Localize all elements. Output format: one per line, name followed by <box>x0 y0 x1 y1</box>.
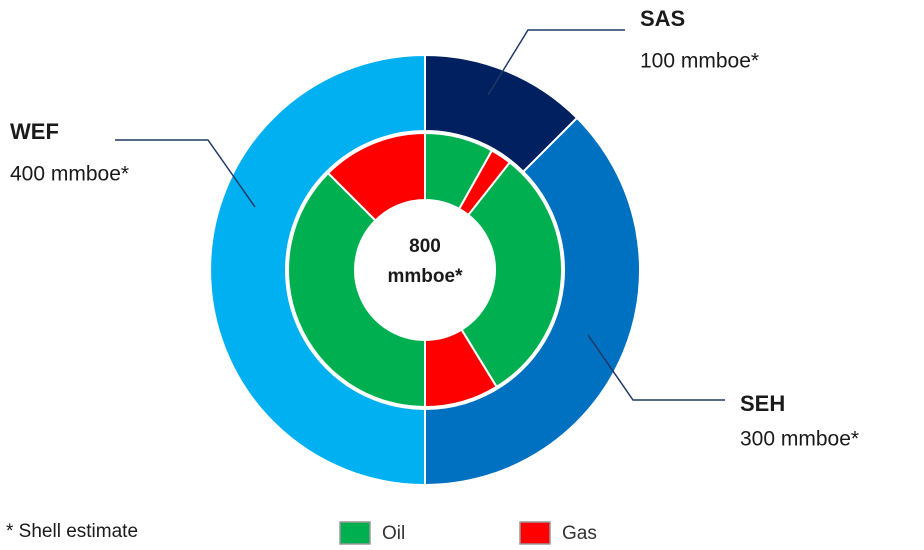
legend-swatch <box>519 521 551 545</box>
category-label: SAS <box>640 6 685 31</box>
outer-slice <box>424 116 641 487</box>
category-label: SEH <box>740 391 785 416</box>
value-label: 300 mmboe* <box>740 428 859 451</box>
leader-line <box>115 139 256 208</box>
outer-slice <box>209 53 426 487</box>
value-label: 400 mmboe* <box>10 163 129 186</box>
inner-slice <box>287 171 426 409</box>
leader-line <box>587 334 725 401</box>
legend-label: Oil <box>382 523 405 544</box>
center-label: 800 <box>409 236 441 257</box>
inner-slice <box>326 131 426 222</box>
legend-swatch <box>339 521 371 545</box>
value-label: 100 mmboe* <box>640 50 759 73</box>
center-label: mmboe* <box>388 266 464 287</box>
legend-label: Gas <box>562 523 597 544</box>
inner-slice <box>460 161 563 389</box>
category-label: WEF <box>10 119 59 144</box>
leader-line <box>487 29 625 96</box>
footnote: * Shell estimate <box>6 521 138 542</box>
